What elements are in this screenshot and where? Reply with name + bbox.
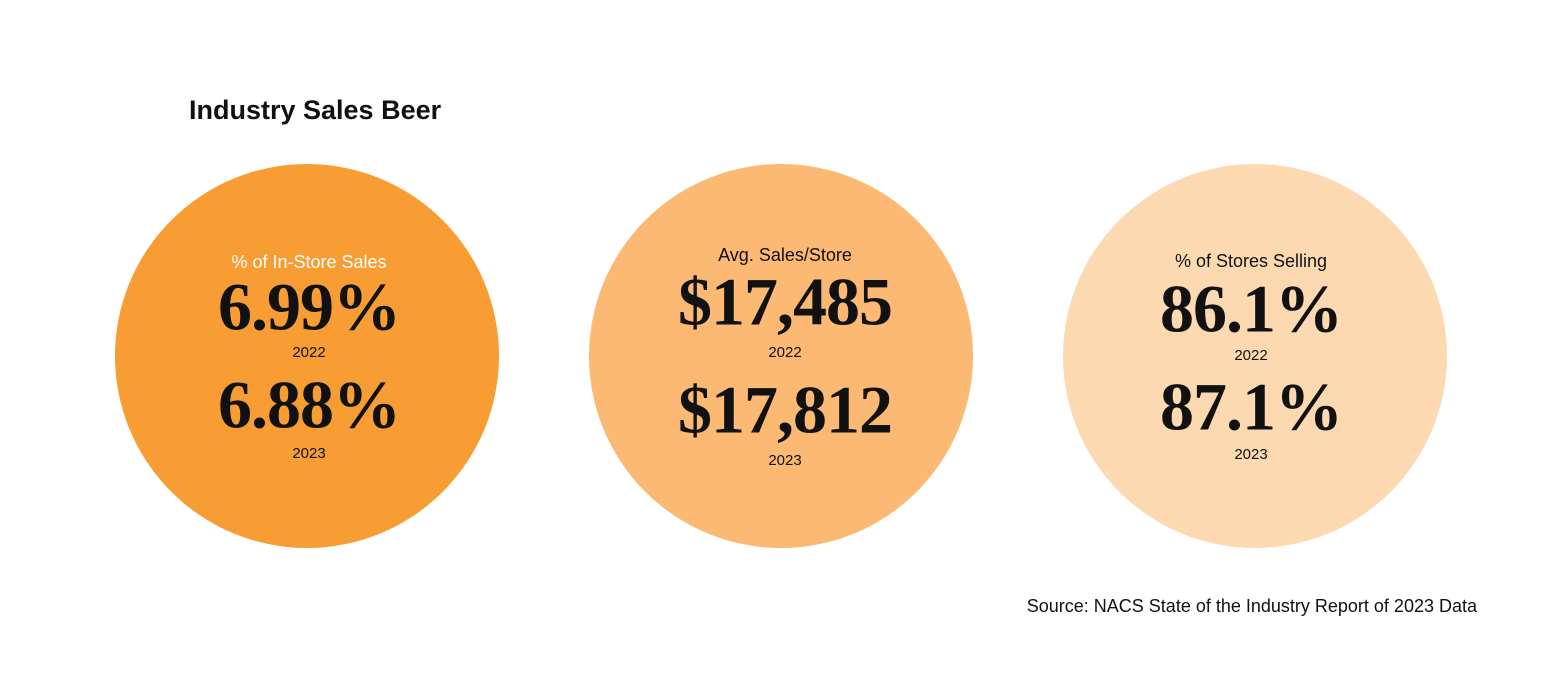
- stat-value: 87.1%: [1160, 369, 1342, 445]
- circle-label: % of In-Store Sales: [231, 252, 386, 272]
- stat-value: 86.1%: [1160, 271, 1342, 347]
- circle: [589, 164, 973, 548]
- stat-value: $17,485: [678, 264, 892, 340]
- stat-year: 2022: [292, 344, 325, 361]
- stat-year: 2022: [768, 344, 801, 361]
- circle-label: % of Stores Selling: [1175, 251, 1327, 271]
- stat-year: 2022: [1234, 347, 1267, 364]
- stat-year: 2023: [768, 452, 801, 469]
- circle: [115, 164, 499, 548]
- stat-value: 6.88%: [218, 367, 400, 443]
- stat-value: $17,812: [678, 372, 892, 448]
- circle-label: Avg. Sales/Store: [718, 245, 852, 265]
- stat-year: 2023: [292, 445, 325, 462]
- stat-value: 6.99%: [218, 269, 400, 345]
- source: Source: NACS State of the Industry Repor…: [1027, 596, 1478, 616]
- stat-year: 2023: [1234, 446, 1267, 463]
- title: Industry Sales Beer: [189, 95, 442, 125]
- circle: [1063, 164, 1447, 548]
